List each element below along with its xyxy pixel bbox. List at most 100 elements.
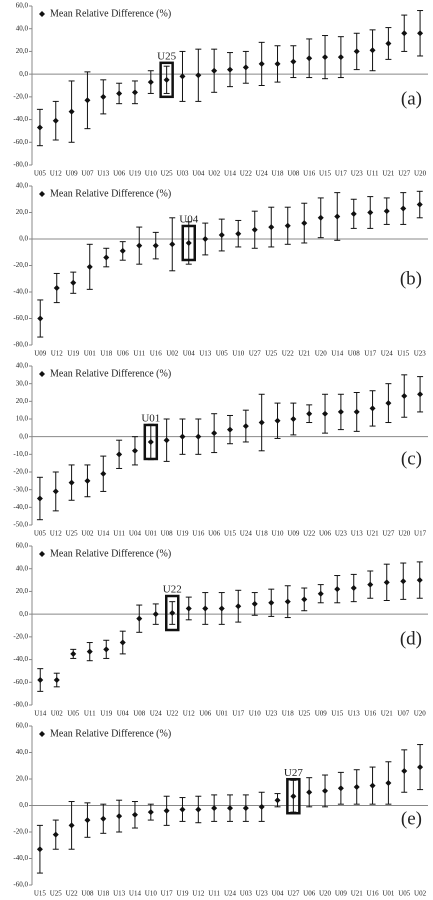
y-tick-label: 20,0 [16, 208, 29, 216]
point [242, 64, 249, 71]
x-tick-label: U01 [382, 890, 395, 898]
y-tick-label: -50,0 [13, 521, 28, 529]
x-tick-label: U25 [66, 530, 79, 538]
x-tick-label: U08 [161, 530, 174, 538]
x-tick-label: U05 [216, 350, 229, 358]
point [401, 30, 408, 37]
point [416, 201, 423, 208]
point [337, 54, 344, 61]
x-tick-label: U18 [97, 890, 110, 898]
legend-label: Mean Relative Difference (%) [50, 368, 171, 379]
y-tick-label: 60,0 [16, 722, 29, 730]
point [235, 230, 242, 237]
y-tick-label: 20,0 [16, 587, 29, 595]
point [68, 479, 75, 486]
y-tick-label: 10,0 [16, 415, 29, 423]
point [185, 239, 192, 246]
point [274, 417, 281, 424]
highlight-label: U04 [179, 214, 198, 226]
panel-label: (e) [401, 808, 422, 829]
legend-label: Mean Relative Difference (%) [50, 548, 171, 559]
point [147, 79, 154, 86]
point [242, 423, 249, 430]
x-tick-label: U08 [287, 170, 300, 178]
y-tick-label: -10,0 [13, 450, 28, 458]
point [242, 805, 249, 812]
x-tick-label: U01 [84, 350, 97, 358]
x-tick-label: U04 [129, 530, 142, 538]
y-tick-label: -40,0 [13, 288, 28, 296]
point [100, 815, 107, 822]
x-tick-label: U10 [145, 890, 158, 898]
point [416, 577, 423, 584]
legend-label: Mean Relative Difference (%) [50, 8, 171, 19]
point [251, 226, 258, 233]
x-tick-label: U21 [367, 530, 380, 538]
highlight-label: U27 [284, 767, 303, 779]
x-tick-label: U19 [176, 890, 189, 898]
x-tick-label: U19 [129, 170, 142, 178]
point [369, 782, 376, 789]
y-tick-label: -20,0 [13, 828, 28, 836]
y-tick-label: 40,0 [16, 564, 29, 572]
point [306, 410, 313, 417]
x-tick-label: U12 [192, 890, 205, 898]
legend-marker [39, 11, 45, 17]
y-tick-label: -80,0 [13, 701, 28, 709]
x-tick-label: U22 [282, 350, 295, 358]
highlight-box [159, 61, 174, 99]
x-tick-label: U02 [81, 530, 94, 538]
x-tick-label: U02 [51, 710, 64, 718]
x-tick-label: U07 [397, 710, 410, 718]
point [131, 89, 138, 96]
point [84, 817, 91, 824]
point [367, 581, 374, 588]
x-tick-label: U23 [256, 890, 269, 898]
x-tick-label: U14 [331, 350, 344, 358]
x-tick-label: U01 [216, 710, 229, 718]
point [202, 605, 209, 612]
point [383, 208, 390, 215]
x-tick-label: U05 [398, 890, 411, 898]
x-tick-label: U25 [265, 350, 278, 358]
x-tick-label: U02 [414, 890, 427, 898]
point [385, 40, 392, 47]
x-tick-label: U11 [113, 530, 125, 538]
point [350, 210, 357, 217]
point [290, 416, 297, 422]
highlight-box [181, 224, 196, 262]
point [268, 224, 275, 231]
panel-label: (d) [400, 628, 422, 649]
y-tick-label: 60,0 [16, 542, 29, 550]
x-tick-label: U27 [398, 170, 411, 178]
y-tick-label: 0,0 [19, 70, 28, 78]
x-tick-label: U24 [256, 170, 269, 178]
x-tick-label: U16 [150, 350, 163, 358]
x-tick-label: U05 [67, 710, 80, 718]
x-tick-label: U07 [81, 170, 94, 178]
point [317, 214, 324, 221]
y-tick-label: 20,0 [16, 397, 29, 405]
point [195, 806, 202, 813]
x-tick-label: U10 [145, 170, 158, 178]
point [163, 76, 170, 83]
y-tick-label: 30,0 [16, 379, 29, 387]
x-tick-label: U12 [50, 530, 63, 538]
point [116, 813, 123, 820]
x-tick-label: U08 [348, 350, 361, 358]
point [235, 603, 242, 610]
point [147, 809, 154, 816]
point [290, 793, 297, 800]
point [401, 393, 408, 400]
point [179, 73, 186, 80]
y-tick-label: -20,0 [13, 632, 28, 640]
point [284, 222, 291, 229]
x-tick-label: U17 [335, 170, 348, 178]
x-tick-label: U06 [303, 890, 316, 898]
point [322, 54, 329, 61]
y-tick-label: -40,0 [13, 115, 28, 123]
point [202, 236, 209, 242]
x-tick-label: U12 [50, 170, 63, 178]
y-tick-label: 40,0 [16, 748, 29, 756]
y-tick-label: 0,0 [19, 610, 28, 618]
